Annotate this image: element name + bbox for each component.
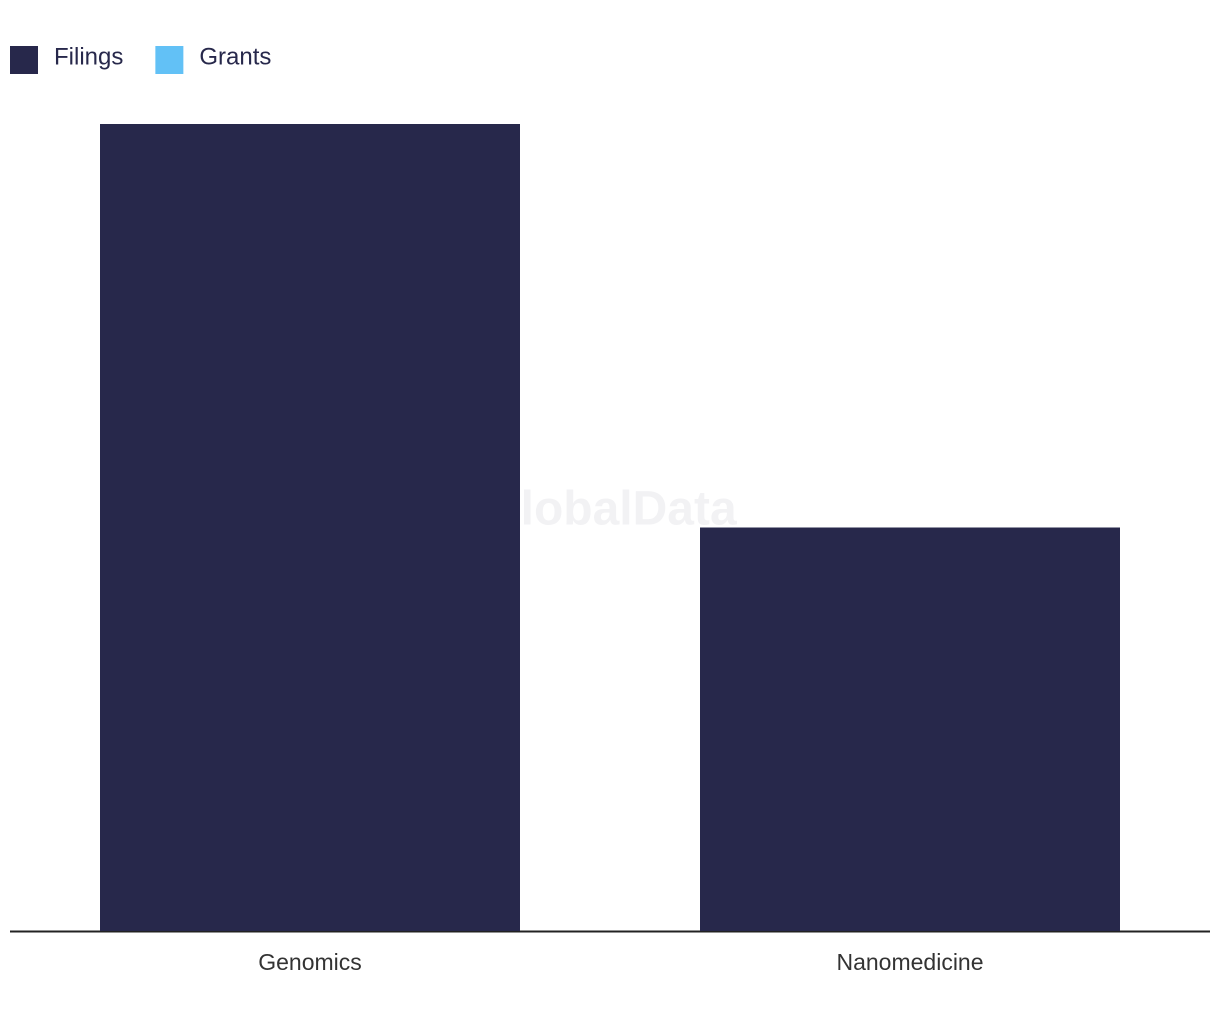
legend-label: Grants (199, 43, 271, 70)
x-tick-label: Nanomedicine (836, 949, 983, 975)
x-tick-label: Genomics (258, 949, 362, 975)
legend-label: Filings (54, 43, 123, 70)
bar (100, 124, 520, 931)
legend-swatch (155, 46, 184, 74)
watermark: GlobalData (483, 483, 737, 536)
bar (700, 527, 1120, 931)
legend-swatch (10, 46, 38, 74)
